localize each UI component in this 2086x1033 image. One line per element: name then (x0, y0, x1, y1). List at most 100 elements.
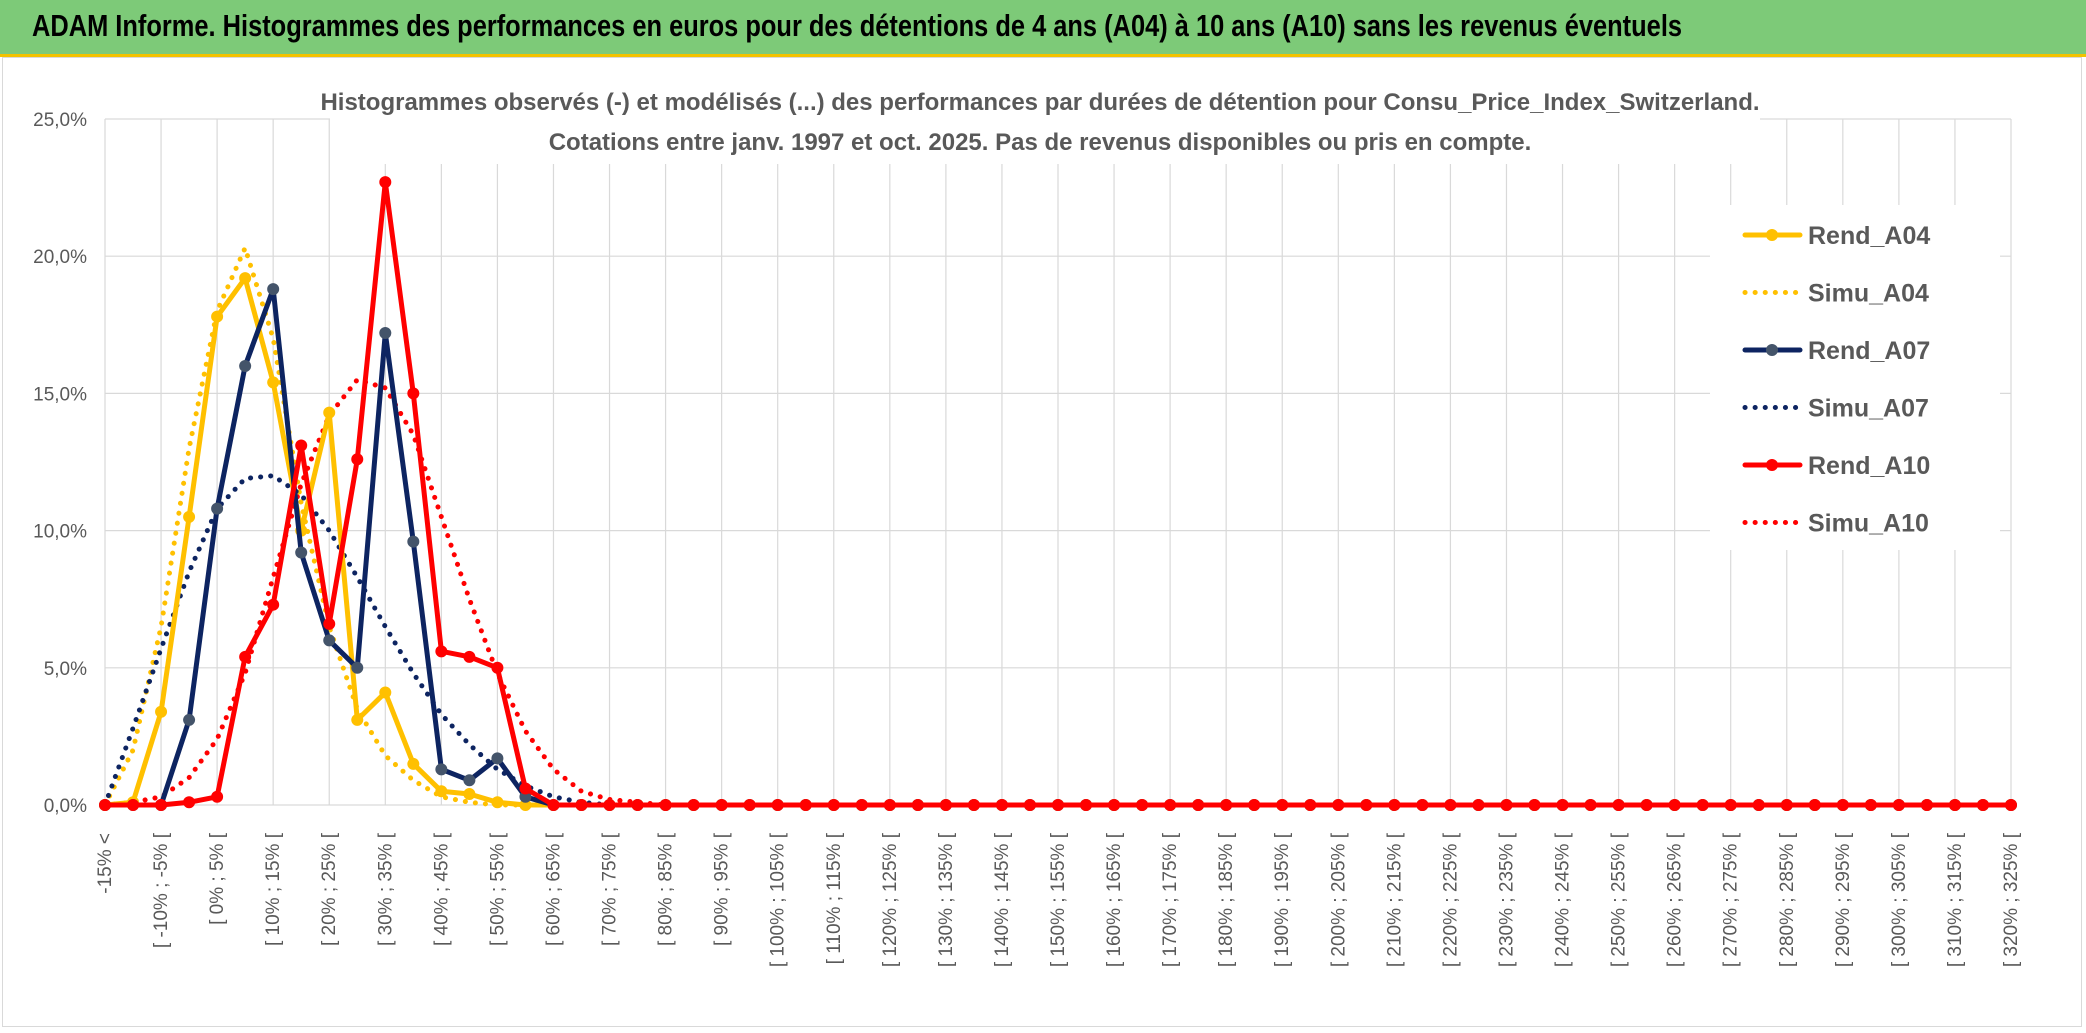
data-point (1948, 799, 1961, 811)
x-tick-label: [ 320% ; 325% [ (2001, 832, 2022, 967)
y-tick-label: 0,0% (44, 796, 87, 817)
data-point (1304, 799, 1317, 811)
data-point (435, 763, 448, 776)
data-point (967, 799, 980, 811)
x-tick-label: [ 210% ; 215% [ (1384, 832, 1405, 967)
data-point (491, 752, 504, 765)
x-tick-label: [ 100% ; 105% [ (768, 832, 789, 967)
x-tick-label: [ 70% ; 75% [ (600, 832, 621, 946)
data-point (155, 799, 168, 811)
data-point (1248, 799, 1261, 811)
data-point (463, 774, 476, 787)
data-point (239, 272, 252, 285)
chart-frame (2, 57, 2082, 1027)
series-line-simu-a07 (102, 473, 2014, 808)
y-tick-label: 25,0% (33, 110, 87, 131)
data-point (659, 799, 672, 811)
data-point (379, 176, 392, 189)
x-tick-label: [ 110% ; 115% [ (824, 832, 845, 964)
data-point (1612, 799, 1625, 811)
data-point (351, 661, 364, 674)
y-tick-label: 10,0% (33, 522, 87, 543)
legend-background (1710, 205, 2000, 550)
data-point (1976, 799, 1989, 811)
data-point (351, 453, 364, 466)
x-tick-label: [ 120% ; 125% [ (880, 832, 901, 967)
data-point (1192, 799, 1205, 811)
data-point (155, 705, 168, 718)
data-point (1023, 799, 1036, 811)
data-point (631, 799, 644, 811)
data-point (1808, 799, 1821, 811)
data-point (547, 799, 560, 811)
data-point (1528, 799, 1541, 811)
data-point (911, 799, 924, 811)
x-tick-label: [ 40% ; 45% [ (431, 832, 452, 946)
data-point (1388, 799, 1401, 811)
x-tick-label: [ 180% ; 185% [ (1216, 832, 1237, 967)
x-tick-label: [ 220% ; 225% [ (1440, 832, 1461, 967)
y-tick-label: 15,0% (33, 384, 87, 405)
legend-label: Rend_A04 (1808, 222, 1930, 250)
data-point (1724, 799, 1737, 811)
data-point (1108, 799, 1121, 811)
x-axis-ticks: -15% < [ -10% ; -5% [[ 0% ; 5% [[ 10% ; 1… (95, 832, 2022, 967)
x-tick-label: [ 20% ; 25% [ (319, 832, 340, 946)
data-point (1416, 799, 1429, 811)
data-point (211, 790, 224, 803)
data-point (323, 617, 336, 630)
data-point (1752, 799, 1765, 811)
data-point (603, 799, 616, 811)
legend-label: Rend_A07 (1808, 337, 1930, 365)
data-point (1276, 799, 1289, 811)
data-point (771, 799, 784, 811)
x-tick-label: [ 280% ; 285% [ (1777, 832, 1798, 967)
data-point (743, 799, 756, 811)
data-point (407, 757, 420, 770)
data-point (1668, 799, 1681, 811)
data-point (1472, 799, 1485, 811)
data-point (211, 310, 224, 323)
data-point (995, 799, 1008, 811)
legend-label: Simu_A04 (1808, 280, 1929, 308)
data-point (323, 406, 336, 419)
data-point (463, 650, 476, 663)
data-point (435, 785, 448, 798)
data-point (2005, 799, 2017, 811)
data-point (1332, 799, 1345, 811)
x-tick-label: -15% < (95, 833, 116, 894)
data-point (715, 799, 728, 811)
data-point (183, 713, 196, 726)
data-point (211, 502, 224, 515)
data-point (267, 283, 280, 296)
data-point (1164, 799, 1177, 811)
x-tick-label: [ 270% ; 275% [ (1721, 832, 1742, 967)
data-point (239, 650, 252, 663)
report-title: ADAM Informe. Histogrammes des performan… (32, 8, 1683, 43)
data-point (407, 387, 420, 400)
x-tick-label: [ 90% ; 95% [ (712, 832, 733, 946)
data-point (491, 796, 504, 809)
legend-marker (1766, 344, 1778, 356)
data-point (1920, 799, 1933, 811)
data-point (519, 782, 532, 795)
data-point (491, 661, 504, 674)
data-point (99, 799, 111, 811)
data-point (295, 546, 308, 559)
chart-series (99, 176, 2017, 811)
data-point (351, 713, 364, 726)
data-point (435, 645, 448, 658)
data-point (1220, 799, 1233, 811)
y-tick-label: 5,0% (44, 659, 87, 680)
data-point (379, 327, 392, 340)
data-point (1864, 799, 1877, 811)
data-point (1556, 799, 1569, 811)
x-tick-label: [ 290% ; 295% [ (1833, 832, 1854, 967)
data-point (379, 686, 392, 699)
x-tick-label: [ 130% ; 135% [ (936, 832, 957, 967)
data-point (1136, 799, 1149, 811)
x-tick-label: [ 60% ; 65% [ (543, 832, 564, 946)
data-point (295, 439, 308, 452)
data-point (1444, 799, 1457, 811)
data-point (267, 376, 280, 389)
